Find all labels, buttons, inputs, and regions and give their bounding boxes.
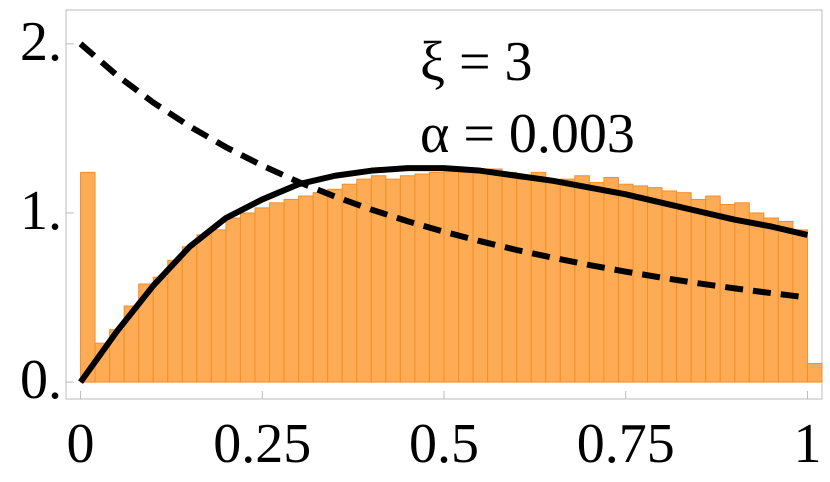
histogram-bar xyxy=(472,170,489,383)
x-tick-label: 1 xyxy=(793,413,821,475)
histogram-bar xyxy=(458,171,474,383)
histogram-bar xyxy=(806,362,823,383)
curve xyxy=(78,41,808,301)
histogram-bar xyxy=(661,190,678,383)
histogram-bar xyxy=(80,171,96,383)
histogram-bar xyxy=(501,171,518,383)
histogram-bar xyxy=(690,198,707,383)
histogram-bar xyxy=(763,217,779,383)
histogram-bar xyxy=(530,171,547,383)
histogram-bar xyxy=(443,170,460,383)
y-tick-label: 0. xyxy=(20,349,62,411)
histogram-bar xyxy=(385,178,401,383)
histogram-bar xyxy=(254,207,271,383)
histogram-bar xyxy=(181,246,198,383)
histogram-bar xyxy=(617,183,634,383)
histogram-bar xyxy=(676,192,692,383)
curve xyxy=(78,165,809,384)
histogram-bar xyxy=(370,175,387,383)
histogram-bar xyxy=(239,212,256,383)
histogram-bar xyxy=(414,173,430,383)
histogram-bar xyxy=(210,229,227,383)
x-tick-label: 0.75 xyxy=(577,413,675,475)
annotation: α = 0.003 xyxy=(420,103,635,165)
histogram-bar xyxy=(603,176,619,383)
x-tick-label: 0.25 xyxy=(213,413,311,475)
histogram-bar xyxy=(152,276,169,383)
histogram-bar xyxy=(487,168,503,383)
histogram-bar xyxy=(748,212,765,383)
x-tick-label: 0.5 xyxy=(409,413,479,475)
histogram-bar xyxy=(341,183,358,383)
histogram-bar xyxy=(327,188,343,383)
histogram-bar xyxy=(269,202,285,383)
histogram-bar xyxy=(588,182,605,383)
histogram-bar xyxy=(545,182,561,383)
histogram-bar xyxy=(283,198,300,383)
histogram-bar xyxy=(356,178,372,383)
histogram-bar xyxy=(705,195,721,383)
histogram-bar xyxy=(312,192,329,383)
plot-area: 0. 1. 2. 0 0.25 0.5 0.75 1 xyxy=(20,9,823,475)
histogram-bar xyxy=(719,204,736,383)
histogram-bar xyxy=(574,175,590,383)
histogram-bar xyxy=(792,229,808,383)
histogram-bar xyxy=(559,178,576,383)
histogram-bar xyxy=(428,171,445,383)
y-tick-label: 1. xyxy=(20,180,62,242)
histogram-bar xyxy=(516,178,532,383)
x-tick-label: 0 xyxy=(67,413,95,475)
histogram-bar xyxy=(734,202,750,383)
histogram-bar xyxy=(298,195,314,383)
histogram-bar xyxy=(777,220,794,383)
histogram-bar xyxy=(225,217,241,383)
histogram-bar xyxy=(399,175,416,383)
histogram-bar xyxy=(196,234,212,383)
annotation: ξ = 3 xyxy=(420,31,533,93)
histogram-bar xyxy=(647,187,663,383)
histogram-bar xyxy=(167,259,183,383)
histogram-bar xyxy=(632,185,649,383)
y-tick-label: 2. xyxy=(20,11,62,73)
